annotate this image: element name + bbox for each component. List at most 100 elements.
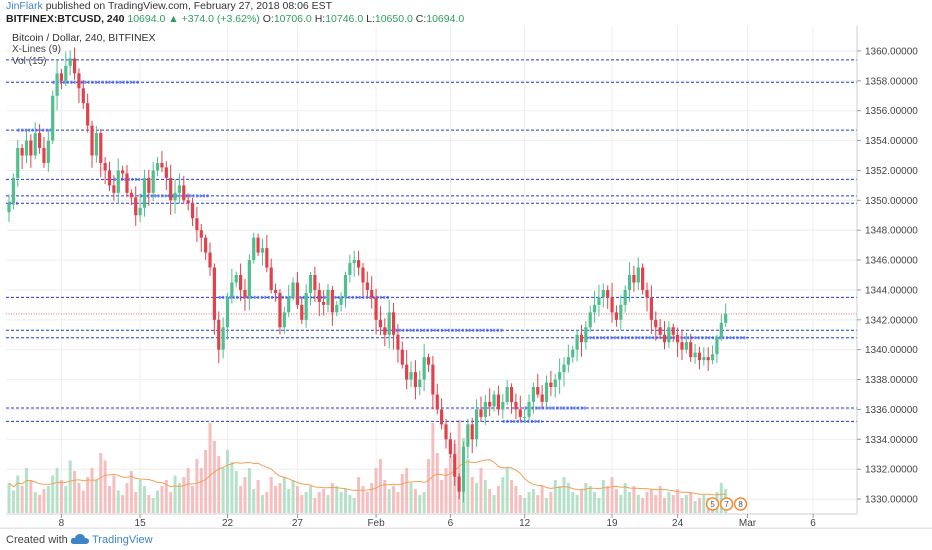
volume-bar [208, 423, 212, 513]
time-tick-label: 19 [606, 518, 618, 528]
candle-body [374, 297, 378, 320]
volume-bar [291, 480, 295, 513]
volume-bar [579, 489, 583, 513]
volume-bar [663, 498, 666, 513]
volume-bar [173, 475, 177, 513]
candle-body [422, 357, 426, 380]
volume-bar [606, 486, 610, 513]
volume-bar [575, 495, 579, 513]
candle-body [662, 334, 667, 343]
candle-body [269, 267, 273, 290]
event-badge-5 [705, 497, 720, 511]
candle-body [112, 185, 116, 193]
candle-body [684, 342, 688, 350]
volume-bar [335, 486, 339, 513]
event-badge-label: 8 [738, 500, 743, 509]
candle-body [252, 237, 256, 261]
volume-bar [601, 480, 605, 513]
volume-bar [387, 489, 391, 513]
candle-body [295, 282, 300, 305]
candle-body [527, 401, 531, 417]
volume-bar [51, 475, 55, 513]
candle-body [230, 282, 234, 298]
candle-body [540, 394, 544, 402]
volume-bar [274, 486, 278, 513]
candle-body [33, 133, 37, 156]
time-tick-label: 27 [292, 518, 304, 528]
candle-body [606, 289, 610, 298]
volume-bar [549, 492, 553, 513]
candle-body [697, 352, 702, 361]
price-tick-label: 1360.00000 [865, 46, 918, 57]
high-value: 10746.0 [325, 13, 364, 25]
volume-bar [7, 483, 11, 513]
legend-xlines: X-Lines (9) [12, 44, 61, 55]
legend-title: Bitcoin / Dollar, 240, BITFINEX [12, 32, 156, 44]
candle-body [317, 289, 321, 302]
candle-body [304, 292, 308, 320]
volume-bar [392, 486, 396, 513]
candle-body [103, 162, 107, 171]
volume-bar [295, 486, 299, 513]
volume-bar [59, 480, 63, 513]
candle-body [584, 327, 588, 343]
candle-body [558, 372, 562, 380]
volume-bar [260, 495, 264, 513]
volume-bar [243, 477, 247, 513]
volume-bar [129, 471, 133, 513]
author-link[interactable]: JinFlark [6, 0, 43, 12]
candle-body [566, 357, 570, 365]
candle-body [601, 289, 605, 298]
candle-body [322, 301, 326, 305]
volume-bar [287, 489, 291, 513]
candle-body [444, 424, 448, 440]
candle-body [361, 267, 365, 283]
time-tick-label: 8 [59, 518, 65, 528]
candle-body [352, 260, 356, 264]
volume-bar [470, 477, 474, 513]
time-tick-label: 6 [448, 518, 454, 528]
volume-bar [645, 492, 649, 513]
volume-bar [566, 483, 570, 513]
event-badge-7 [719, 497, 734, 511]
chart-area[interactable]: 1330.00000 1332.00000 1334.00000 1336.00000… [0, 26, 932, 533]
candle-body [531, 387, 535, 402]
candle-body [282, 312, 286, 328]
volume-bar [46, 486, 50, 513]
price-chart[interactable]: 1330.00000 1332.00000 1334.00000 1336.00000… [0, 26, 932, 529]
candle-body [641, 267, 645, 290]
volume-bar [545, 498, 549, 513]
volume-bar [103, 460, 107, 513]
tradingview-brand[interactable]: TradingView [92, 534, 153, 546]
candle-body [623, 289, 627, 305]
volume-bar [540, 486, 544, 513]
candle-body [247, 260, 251, 298]
candle-body [116, 170, 120, 193]
candle-body [383, 327, 387, 335]
volume-bar [702, 495, 706, 513]
volume-bar [20, 486, 24, 513]
candle-body [492, 394, 496, 407]
volume-bar [510, 480, 514, 513]
candle-body [501, 401, 505, 410]
volume-bar [156, 490, 160, 513]
candle-body [348, 263, 352, 275]
volume-bar [247, 468, 251, 513]
candle-body [549, 382, 553, 388]
volume-bar [440, 480, 444, 513]
volume-bar [134, 492, 138, 513]
volume-bar [77, 483, 81, 513]
candle-body [719, 322, 723, 338]
volume-bar [667, 492, 671, 513]
candle-body [676, 334, 680, 343]
candle-body [204, 237, 208, 253]
candle-body [221, 327, 225, 350]
volume-bar [531, 489, 535, 513]
volume-bar [641, 498, 645, 513]
candle-body [37, 133, 42, 149]
volume-bar [239, 486, 243, 513]
price-axis-bg [857, 26, 932, 514]
candle-body [391, 312, 396, 335]
volume-bar [571, 492, 575, 513]
volume-bar [448, 456, 452, 513]
